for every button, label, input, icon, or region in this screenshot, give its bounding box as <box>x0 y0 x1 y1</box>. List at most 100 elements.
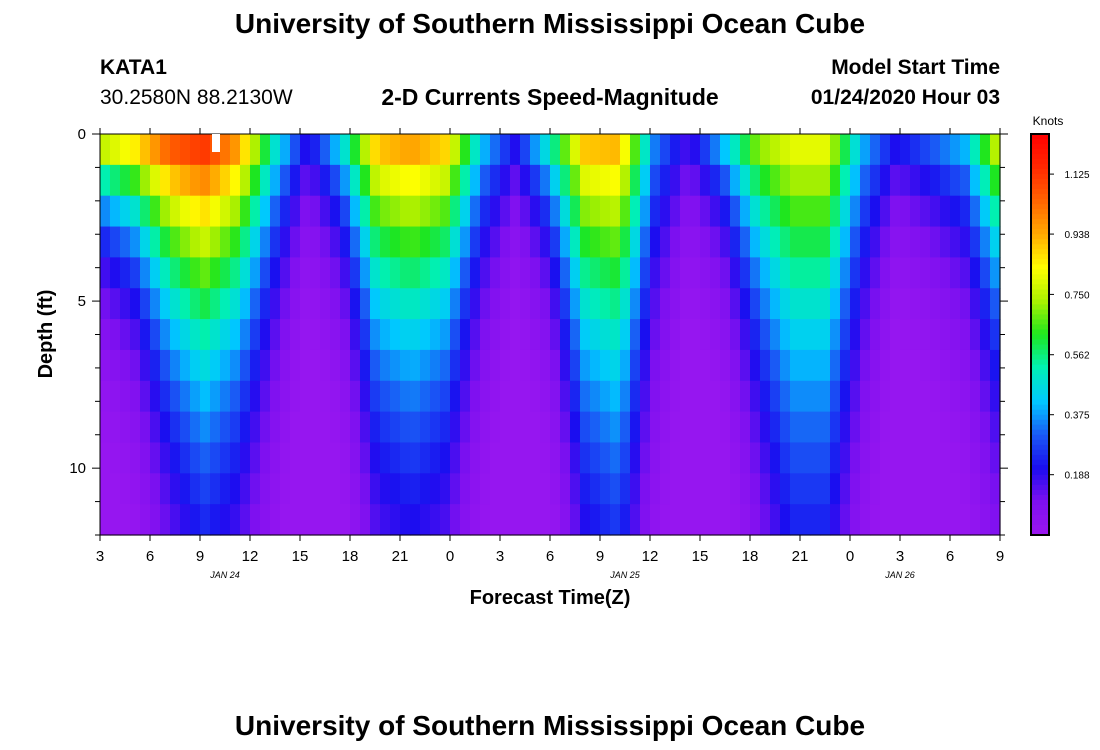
heatmap-cell <box>840 195 851 228</box>
heatmap-cell <box>270 319 281 351</box>
heatmap-cell <box>430 195 441 228</box>
heatmap-cell <box>740 349 751 382</box>
heatmap-cell <box>280 134 291 166</box>
heatmap-cell <box>820 226 831 258</box>
heatmap-cell <box>810 226 821 258</box>
heatmap-cell <box>610 380 621 413</box>
heatmap-cell <box>330 195 341 228</box>
heatmap-cell <box>220 164 231 197</box>
heatmap-cell <box>460 349 471 382</box>
heatmap-cell <box>650 288 661 320</box>
heatmap-cell <box>560 288 571 320</box>
heatmap-cell <box>850 319 861 351</box>
heatmap-cell <box>490 473 501 505</box>
heatmap-cell <box>670 473 681 505</box>
heatmap-cell <box>840 319 851 351</box>
heatmap-cell <box>630 195 641 228</box>
heatmap-cell <box>110 288 121 320</box>
heatmap-cell <box>790 319 801 351</box>
heatmap-cell <box>490 257 501 289</box>
heatmap-cell <box>940 504 951 536</box>
heatmap-cell <box>470 349 481 382</box>
heatmap-cell <box>570 164 581 197</box>
heatmap-cell <box>160 134 171 166</box>
heatmap-cell <box>820 195 831 228</box>
heatmap-cell <box>360 134 371 166</box>
heatmap-cell <box>800 411 811 444</box>
heatmap-cell <box>330 504 341 536</box>
heatmap-cell <box>140 504 151 536</box>
colorbar-segment <box>1031 339 1049 346</box>
heatmap-cell <box>900 473 911 505</box>
heatmap-cell <box>280 195 291 228</box>
colorbar-segment <box>1031 469 1049 476</box>
heatmap-cell <box>630 411 641 444</box>
heatmap-cell <box>220 411 231 444</box>
heatmap-cell <box>840 349 851 382</box>
heatmap-cell <box>420 442 431 474</box>
heatmap-cell <box>780 226 791 258</box>
heatmap-cell <box>100 349 111 382</box>
heatmap-cell <box>860 504 871 536</box>
heatmap-cell <box>280 288 291 320</box>
heatmap-cell <box>710 257 721 289</box>
heatmap-cell <box>810 442 821 474</box>
heatmap-cell <box>650 164 661 197</box>
heatmap-cell <box>710 504 721 536</box>
heatmap-cell <box>560 257 571 289</box>
heatmap-cell <box>670 380 681 413</box>
heatmap-cell <box>730 257 741 289</box>
heatmap-cell <box>580 504 591 536</box>
heatmap-cell <box>540 226 551 258</box>
heatmap-cell <box>810 164 821 197</box>
heatmap-cell <box>240 164 251 197</box>
heatmap-cell <box>980 504 991 536</box>
heatmap-cell <box>480 504 491 536</box>
heatmap-cell <box>150 164 161 197</box>
heatmap-cell <box>370 442 381 474</box>
heatmap-cell <box>190 442 201 474</box>
heatmap-cell <box>770 164 781 197</box>
heatmap-cell <box>690 319 701 351</box>
heatmap-cell <box>990 288 1001 320</box>
x-tick-label: 3 <box>496 548 504 565</box>
heatmap-cell <box>140 257 151 289</box>
heatmap-cell <box>240 442 251 474</box>
heatmap-cell <box>450 411 461 444</box>
colorbar-segment <box>1031 499 1049 506</box>
colorbar-segment <box>1031 209 1049 215</box>
heatmap-cell <box>110 411 121 444</box>
heatmap-cell <box>990 349 1001 382</box>
heatmap-cell <box>650 504 661 536</box>
heatmap-cell <box>180 195 191 228</box>
heatmap-cell <box>550 319 561 351</box>
heatmap-cell <box>240 504 251 536</box>
colorbar-segment <box>1031 304 1049 311</box>
heatmap-cell <box>110 380 121 413</box>
heatmap-cell <box>830 288 841 320</box>
heatmap-cell <box>530 473 541 505</box>
heatmap-cell <box>650 411 661 444</box>
heatmap-cell <box>660 349 671 382</box>
heatmap-cell <box>140 411 151 444</box>
heatmap-cell <box>260 349 271 382</box>
heatmap-cell <box>640 134 651 166</box>
heatmap-cell <box>510 319 521 351</box>
heatmap-cell <box>660 134 671 166</box>
heatmap-cell <box>130 134 141 166</box>
heatmap-cell <box>660 257 671 289</box>
heatmap-cell <box>340 473 351 505</box>
colorbar-segment <box>1031 519 1049 526</box>
heatmap-cell <box>910 226 921 258</box>
heatmap-cell <box>480 349 491 382</box>
heatmap-cell <box>870 411 881 444</box>
heatmap-cell <box>360 195 371 228</box>
heatmap-cell <box>470 257 481 289</box>
heatmap-cell <box>310 380 321 413</box>
heatmap-cell <box>980 134 991 166</box>
heatmap-cell <box>270 442 281 474</box>
heatmap-cell <box>540 195 551 228</box>
colorbar-segment <box>1031 359 1049 366</box>
heatmap-cell <box>400 164 411 197</box>
heatmap-cell <box>790 164 801 197</box>
